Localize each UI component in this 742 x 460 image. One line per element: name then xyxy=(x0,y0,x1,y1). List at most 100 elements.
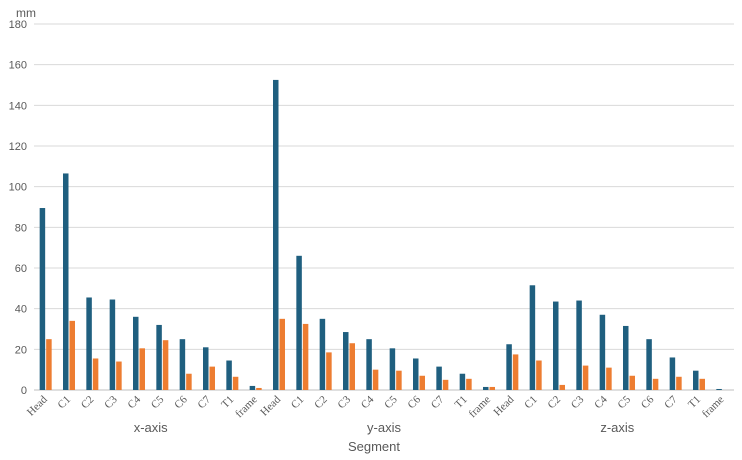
category-label: C5 xyxy=(616,393,634,411)
bar-x-axis-C2-series-1 xyxy=(86,297,92,390)
bar-y-axis-C4-series-2 xyxy=(372,369,379,390)
bar-x-axis-C1-series-2 xyxy=(69,320,75,390)
bar-z-axis-C4-series-2 xyxy=(606,367,612,390)
bar-y-axis-C7-series-1 xyxy=(436,366,442,390)
group-label: z-axis xyxy=(600,420,634,435)
y-tick-label: 20 xyxy=(15,344,27,356)
category-label: Head xyxy=(258,393,283,418)
category-label: C7 xyxy=(662,393,680,411)
bar-x-axis-Head-series-2 xyxy=(46,339,52,390)
bar-x-axis-C3-series-2 xyxy=(116,361,122,390)
bar-z-axis-C4-series-1 xyxy=(599,314,606,390)
bar-y-axis-Head-series-1 xyxy=(273,79,279,391)
category-label: C3 xyxy=(102,393,120,411)
category-label: Head xyxy=(492,393,517,418)
bar-y-axis-C4-series-1 xyxy=(366,339,372,390)
bar-z-axis-C3-series-1 xyxy=(576,300,582,390)
category-label: frame xyxy=(233,394,260,421)
x-axis-title: Segment xyxy=(348,439,400,454)
bar-z-axis-T1-series-1 xyxy=(693,370,699,390)
bar-x-axis-C2-series-2 xyxy=(92,358,99,390)
category-label: C4 xyxy=(359,393,377,411)
category-label: C7 xyxy=(196,393,214,411)
y-tick-label: 0 xyxy=(21,385,27,397)
bar-x-axis-C1-series-1 xyxy=(63,173,69,390)
bar-x-axis-C5-series-1 xyxy=(156,324,162,390)
bar-x-axis-Head-series-1 xyxy=(39,208,46,390)
bar-x-axis-T1-series-2 xyxy=(232,376,239,390)
bar-y-axis-T1-series-1 xyxy=(459,373,466,390)
category-label: C2 xyxy=(312,394,330,412)
gridlines xyxy=(34,23,734,391)
bar-z-axis-C5-series-1 xyxy=(623,325,629,390)
bar-x-axis-C3-series-1 xyxy=(109,299,116,390)
group-label: x-axis xyxy=(134,420,168,435)
category-label: Head xyxy=(25,393,50,418)
bar-x-axis-frame-series-2 xyxy=(256,387,262,390)
category-label: T1 xyxy=(453,394,470,411)
bar-z-axis-T1-series-2 xyxy=(699,378,705,390)
bar-y-axis-C6-series-1 xyxy=(413,358,419,390)
y-unit-label: mm xyxy=(16,6,36,20)
category-label: C2 xyxy=(79,394,97,412)
category-label: T1 xyxy=(219,394,236,411)
bar-y-axis-C1-series-1 xyxy=(296,255,302,390)
category-label: C1 xyxy=(289,394,307,412)
category-label: T1 xyxy=(686,394,703,411)
y-tick-labels: 0 20 40 60 80 100 120 140 160 180 xyxy=(9,19,27,397)
bar-y-axis-Head-series-2 xyxy=(279,318,285,390)
bar-y-axis-C2-series-1 xyxy=(319,318,326,390)
bar-z-axis-C7-series-2 xyxy=(676,376,682,390)
y-tick-label: 100 xyxy=(9,182,27,194)
bar-y-axis-C6-series-2 xyxy=(419,375,425,390)
bar-y-axis-C2-series-2 xyxy=(326,352,332,390)
category-label: C1 xyxy=(56,394,74,412)
bars xyxy=(39,79,722,391)
bar-z-axis-frame-series-1 xyxy=(716,388,722,390)
category-label: C5 xyxy=(149,393,167,411)
bar-x-axis-C5-series-2 xyxy=(162,340,169,390)
category-label: C6 xyxy=(172,393,190,411)
category-label: C3 xyxy=(569,393,587,411)
bar-z-axis-C6-series-2 xyxy=(652,378,659,390)
bar-z-axis-C3-series-2 xyxy=(582,365,589,390)
bar-z-axis-Head-series-2 xyxy=(512,354,519,390)
bar-y-axis-C5-series-1 xyxy=(389,348,396,390)
bar-x-axis-C7-series-2 xyxy=(209,366,215,390)
y-tick-label: 40 xyxy=(15,304,27,316)
category-label: C6 xyxy=(639,393,657,411)
category-label: C4 xyxy=(126,393,144,411)
bar-y-axis-frame-series-2 xyxy=(489,386,495,390)
category-label: C4 xyxy=(592,393,610,411)
bar-y-axis-C3-series-1 xyxy=(343,332,349,390)
bar-y-axis-frame-series-1 xyxy=(483,386,489,390)
group-label: y-axis xyxy=(367,420,401,435)
bar-y-axis-C5-series-2 xyxy=(396,370,402,390)
y-tick-label: 140 xyxy=(9,100,27,112)
bar-z-axis-C7-series-1 xyxy=(669,357,676,390)
category-label: C3 xyxy=(336,393,354,411)
bar-x-axis-C4-series-2 xyxy=(139,348,145,390)
category-label: C6 xyxy=(406,393,424,411)
y-tick-label: 180 xyxy=(9,19,27,31)
bar-y-axis-C7-series-2 xyxy=(442,379,449,390)
category-label: C7 xyxy=(429,393,447,411)
y-tick-label: 80 xyxy=(15,222,27,234)
bar-x-axis-frame-series-1 xyxy=(249,385,256,390)
category-label: frame xyxy=(466,394,493,421)
bar-z-axis-C1-series-1 xyxy=(529,285,536,390)
bar-z-axis-Head-series-1 xyxy=(506,344,512,390)
bar-x-axis-C4-series-1 xyxy=(133,316,139,390)
group-labels: x-axis y-axis z-axis xyxy=(134,420,635,435)
category-label: C5 xyxy=(382,393,400,411)
category-label: frame xyxy=(700,394,727,421)
bar-x-axis-C7-series-1 xyxy=(203,347,209,390)
bar-x-axis-C6-series-1 xyxy=(179,339,186,390)
bar-z-axis-C5-series-2 xyxy=(629,375,635,390)
y-tick-label: 60 xyxy=(15,263,27,275)
bar-z-axis-C6-series-1 xyxy=(646,339,652,390)
category-label: C2 xyxy=(546,394,564,412)
